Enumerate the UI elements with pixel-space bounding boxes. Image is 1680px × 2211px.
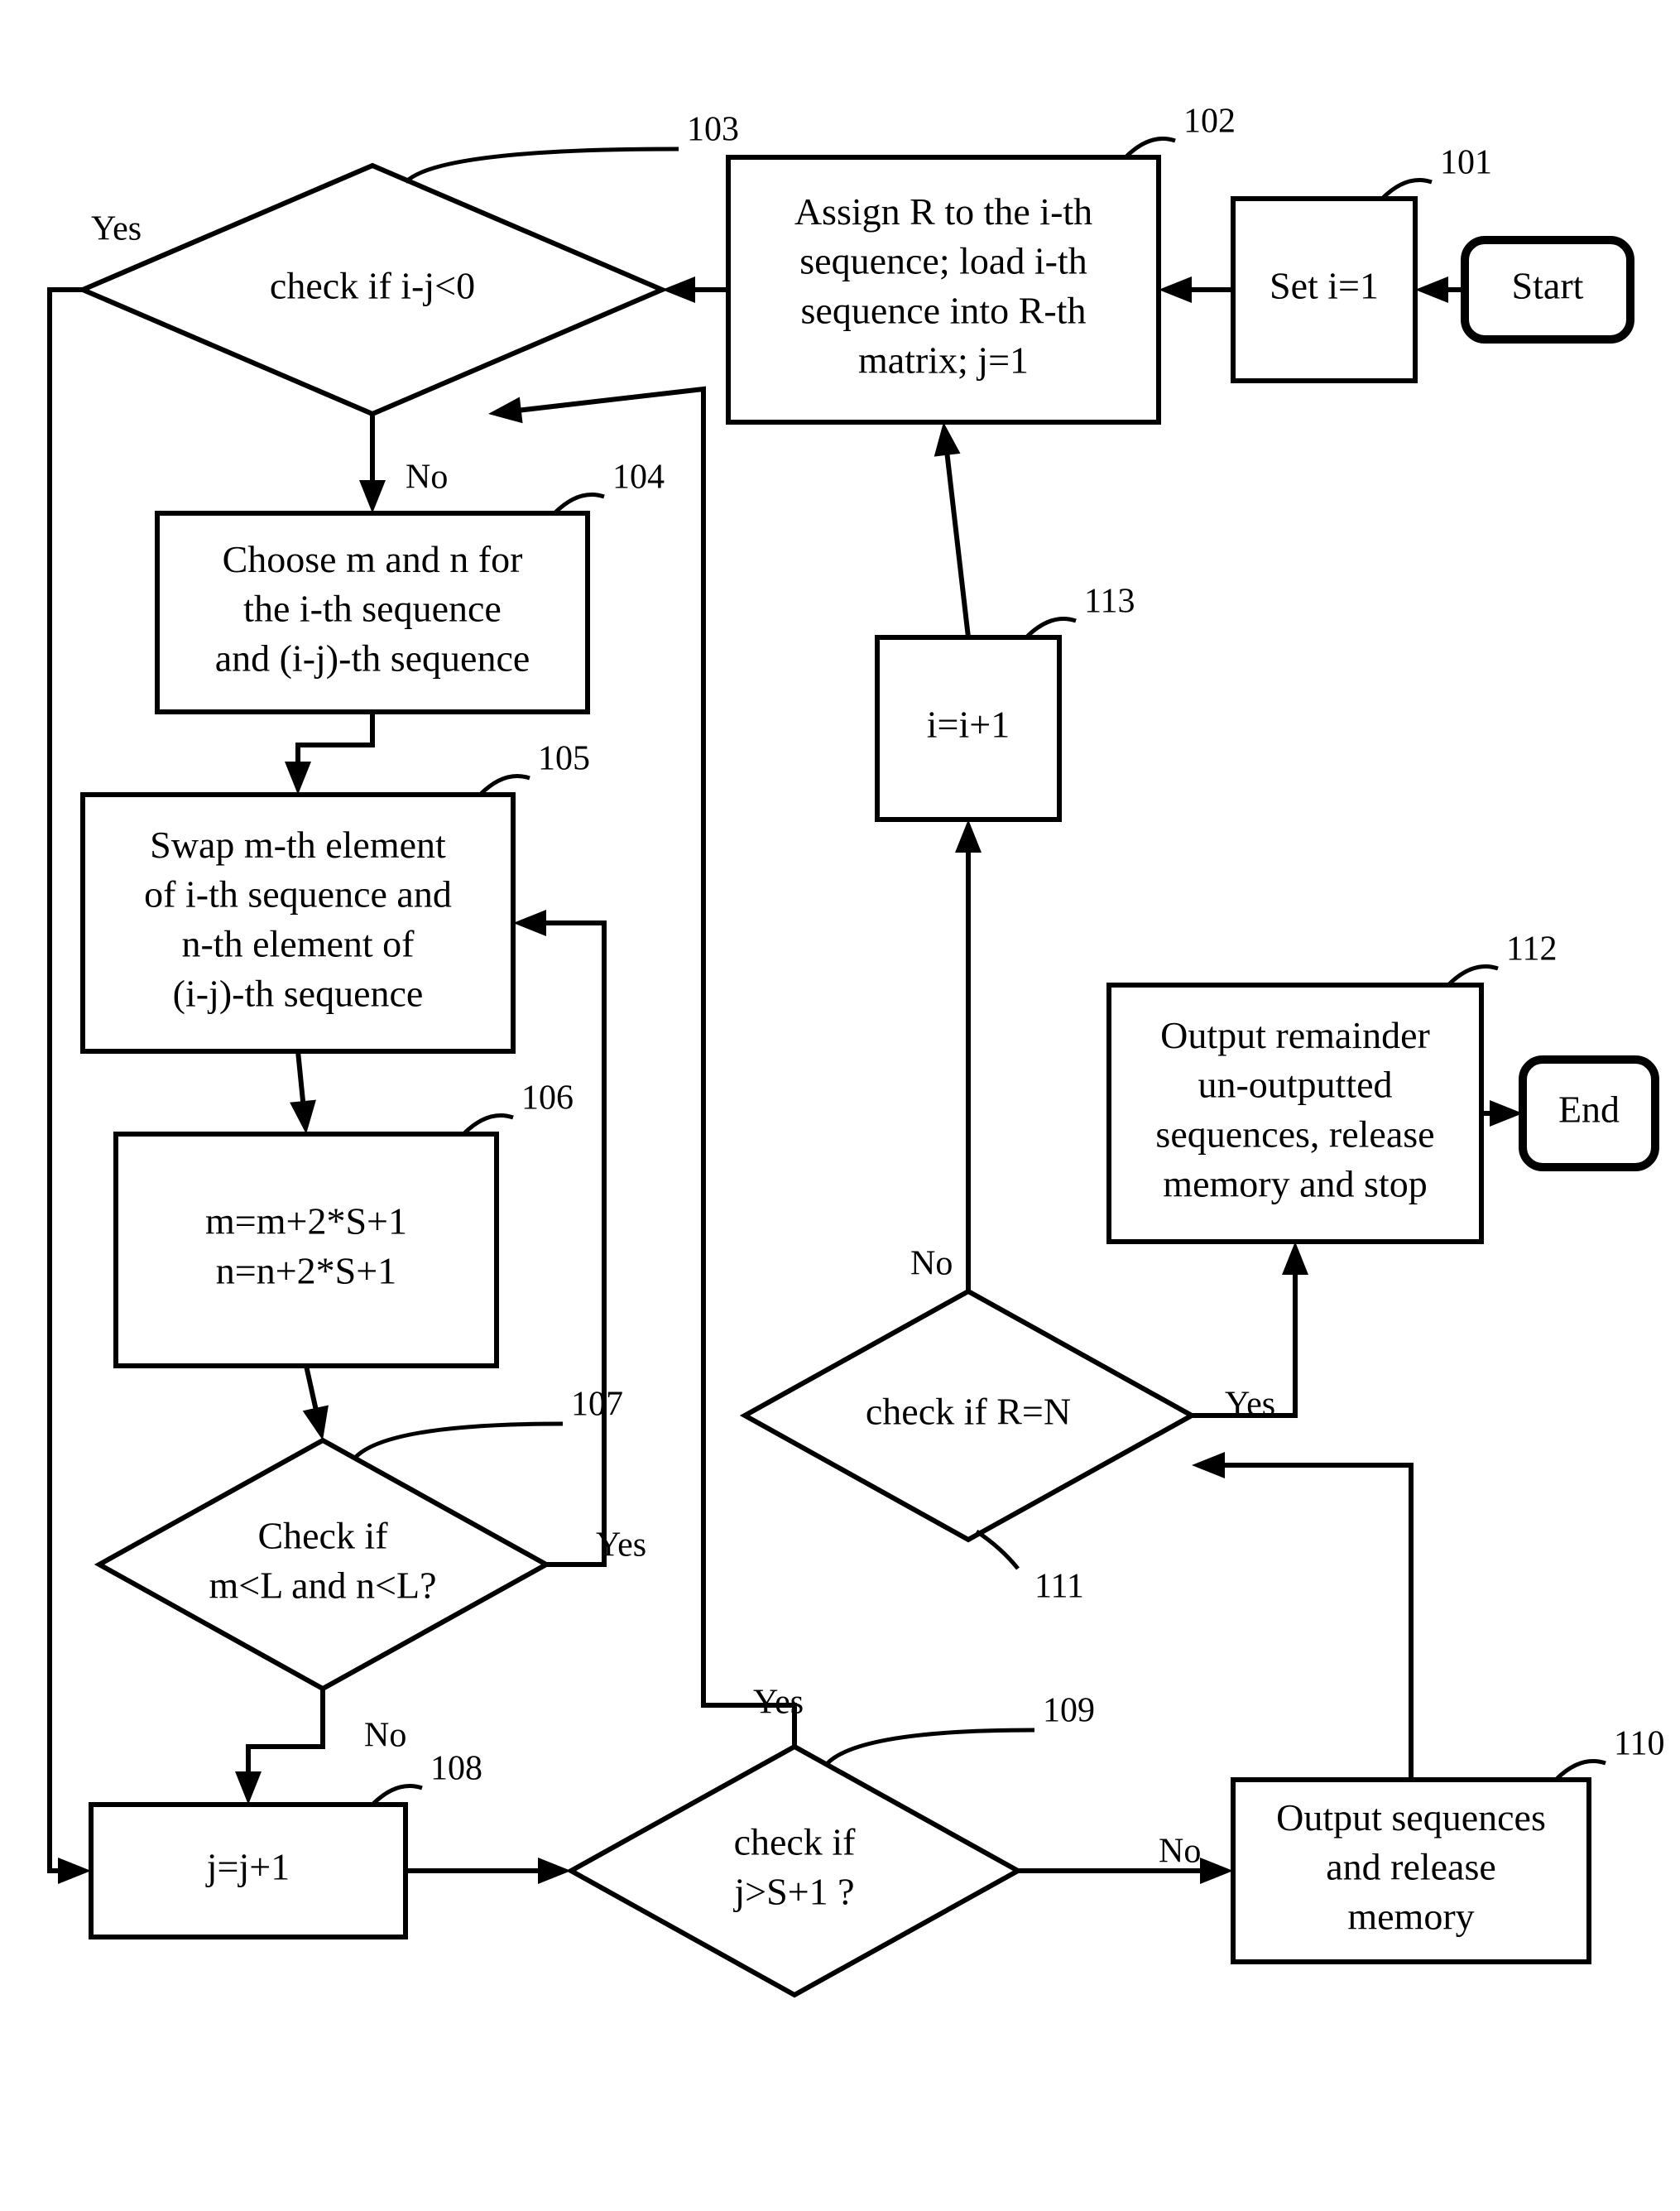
node-n113: i=i+1 113 — [877, 583, 1135, 820]
svg-text:109: 109 — [1043, 1692, 1095, 1730]
edge: No — [235, 1689, 406, 1805]
svg-text:Check if: Check if — [257, 1515, 388, 1557]
svg-text:n-th element of: n-th element of — [181, 922, 415, 964]
svg-text:check if R=N: check if R=N — [866, 1391, 1071, 1433]
node-n105: Swap m-th element of i-th sequence and n-t… — [83, 740, 590, 1051]
svg-text:108: 108 — [430, 1750, 482, 1788]
svg-text:sequence into R-th: sequence into R-th — [801, 289, 1087, 331]
svg-text:the i-th sequence: the i-th sequence — [243, 588, 502, 630]
edge: No — [359, 414, 448, 513]
edge — [934, 422, 968, 637]
node-n102: Assign R to the i-th sequence; load i-th s… — [728, 103, 1236, 422]
node-start: Start — [1465, 240, 1630, 339]
svg-text:Set i=1: Set i=1 — [1270, 265, 1379, 307]
edge — [303, 1366, 329, 1440]
svg-text:Yes: Yes — [753, 1684, 804, 1722]
edge — [406, 1858, 571, 1884]
node-n108: j=j+1 108 — [91, 1750, 482, 1937]
svg-text:j=j+1: j=j+1 — [205, 1846, 290, 1888]
svg-text:memory and stop: memory and stop — [1163, 1162, 1427, 1204]
svg-text:Yes: Yes — [1225, 1386, 1275, 1424]
svg-text:check if i-j<0: check if i-j<0 — [270, 265, 475, 307]
node-n111: check if R=N 111 — [745, 1291, 1192, 1606]
svg-text:(i-j)-th sequence: (i-j)-th sequence — [173, 972, 424, 1014]
svg-text:j>S+1 ?: j>S+1 ? — [732, 1870, 854, 1912]
svg-text:107: 107 — [571, 1386, 623, 1424]
edge — [1159, 276, 1233, 303]
edge: No — [1018, 1833, 1233, 1884]
svg-text:105: 105 — [538, 740, 590, 778]
edge — [285, 712, 372, 795]
svg-text:Swap m-th element: Swap m-th element — [150, 824, 446, 866]
svg-text:110: 110 — [1614, 1725, 1664, 1763]
svg-text:Yes: Yes — [91, 210, 142, 248]
svg-text:Yes: Yes — [596, 1526, 646, 1565]
node-n106: m=m+2*S+1 n=n+2*S+1 106 — [116, 1079, 574, 1366]
svg-text:and release: and release — [1326, 1846, 1496, 1888]
node-n110: Output sequences and release memory 110 — [1233, 1725, 1664, 1962]
svg-text:memory: memory — [1347, 1895, 1474, 1937]
edge: Yes — [1192, 1242, 1308, 1424]
edge — [1481, 1100, 1523, 1127]
svg-text:112: 112 — [1506, 930, 1557, 969]
svg-text:111: 111 — [1034, 1568, 1084, 1606]
svg-text:No: No — [1159, 1833, 1201, 1871]
svg-text:matrix; j=1: matrix; j=1 — [858, 339, 1029, 381]
svg-text:102: 102 — [1183, 103, 1236, 141]
svg-text:No: No — [406, 459, 448, 497]
svg-text:Start: Start — [1512, 265, 1584, 307]
node-n101: Set i=1 101 — [1233, 144, 1492, 381]
node-n103: check if i-j<0 103 — [83, 111, 739, 414]
node-n112: Output remainder un-outputted sequences, r… — [1109, 930, 1557, 1242]
node-n109: check if j>S+1 ? 109 — [571, 1692, 1095, 1995]
edge — [1415, 276, 1465, 303]
svg-text:of i-th sequence and: of i-th sequence and — [144, 873, 452, 916]
node-end: End — [1523, 1060, 1655, 1167]
node-n107: Check if m<L and n<L? 107 — [99, 1386, 623, 1689]
svg-text:Assign R to the i-th: Assign R to the i-th — [794, 190, 1092, 233]
svg-text:un-outputted: un-outputted — [1198, 1064, 1392, 1106]
svg-text:check if: check if — [734, 1821, 857, 1863]
svg-text:n=n+2*S+1: n=n+2*S+1 — [216, 1249, 396, 1291]
svg-text:sequences, release: sequences, release — [1155, 1113, 1434, 1155]
svg-text:End: End — [1558, 1089, 1620, 1131]
nodes-layer: Start Set i=1 101 Assign R to the i-th seque… — [83, 103, 1664, 1995]
edge: Yes — [513, 910, 646, 1565]
svg-text:106: 106 — [521, 1079, 574, 1118]
svg-text:Output sequences: Output sequences — [1276, 1796, 1546, 1838]
svg-text:Output remainder: Output remainder — [1160, 1014, 1430, 1056]
svg-text:sequence; load i-th: sequence; load i-th — [799, 240, 1087, 282]
svg-text:Choose m and n for: Choose m and n for — [223, 538, 523, 580]
svg-text:101: 101 — [1440, 144, 1492, 182]
svg-text:m<L and n<L?: m<L and n<L? — [209, 1564, 437, 1606]
svg-text:m=m+2*S+1: m=m+2*S+1 — [205, 1200, 407, 1242]
svg-text:No: No — [910, 1245, 953, 1283]
svg-text:113: 113 — [1084, 583, 1135, 621]
edge — [662, 276, 728, 303]
svg-text:i=i+1: i=i+1 — [927, 704, 1010, 746]
svg-text:103: 103 — [687, 111, 739, 149]
svg-text:104: 104 — [612, 459, 665, 497]
edge — [290, 1051, 316, 1134]
edge: No — [910, 820, 982, 1291]
svg-text:No: No — [364, 1717, 406, 1755]
edge — [1192, 1452, 1411, 1780]
svg-text:and (i-j)-th sequence: and (i-j)-th sequence — [215, 637, 530, 679]
